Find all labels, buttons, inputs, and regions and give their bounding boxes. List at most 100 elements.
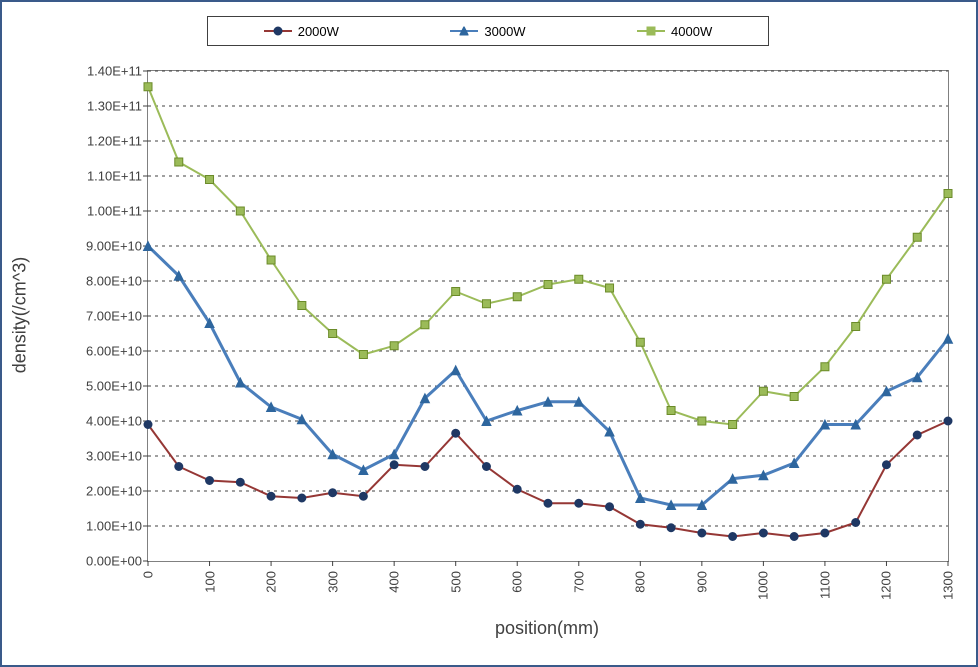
data-marker: [359, 351, 367, 359]
y-tick-label: 8.00E+10: [86, 274, 148, 289]
data-marker: [575, 275, 583, 283]
data-marker: [606, 284, 614, 292]
y-tick-label: 2.00E+10: [86, 484, 148, 499]
data-marker: [206, 477, 214, 485]
data-marker: [267, 492, 275, 500]
data-marker: [729, 533, 737, 541]
x-tick-label: 600: [510, 571, 525, 593]
x-tick-label: 1200: [879, 571, 894, 600]
data-marker: [144, 83, 152, 91]
y-tick-label: 3.00E+10: [86, 449, 148, 464]
data-marker: [359, 492, 367, 500]
y-tick-label: 1.00E+11: [87, 204, 148, 219]
y-tick-label: 7.00E+10: [86, 309, 148, 324]
data-marker: [452, 429, 460, 437]
data-marker: [882, 461, 890, 469]
x-tick-label: 0: [141, 571, 156, 578]
data-marker: [759, 529, 767, 537]
data-marker: [513, 485, 521, 493]
x-tick-label: 100: [202, 571, 217, 593]
data-marker: [759, 387, 767, 395]
y-tick-label: 4.00E+10: [86, 414, 148, 429]
data-marker: [544, 499, 552, 507]
data-marker: [944, 190, 952, 198]
x-axis-title: position(mm): [495, 618, 599, 639]
chart-legend: 2000W 3000W 4000W: [207, 16, 769, 46]
x-tick-label: 700: [571, 571, 586, 593]
data-marker: [821, 529, 829, 537]
data-marker: [421, 463, 429, 471]
y-tick-label: 0.00E+00: [86, 554, 148, 569]
data-marker: [729, 421, 737, 429]
legend-item-2000w: 2000W: [264, 24, 339, 39]
data-marker: [329, 330, 337, 338]
x-tick-label: 400: [387, 571, 402, 593]
data-marker: [175, 158, 183, 166]
data-marker: [667, 524, 675, 532]
data-marker: [667, 407, 675, 415]
data-marker: [267, 256, 275, 264]
data-marker: [390, 342, 398, 350]
data-marker: [606, 503, 614, 511]
data-marker: [298, 494, 306, 502]
data-marker: [913, 431, 921, 439]
triangle-icon: [460, 24, 469, 39]
x-tick-label: 300: [325, 571, 340, 593]
data-marker: [698, 417, 706, 425]
y-tick-label: 1.40E+11: [87, 64, 148, 79]
x-tick-label: 200: [264, 571, 279, 593]
data-marker: [452, 288, 460, 296]
series-line-2000w: [148, 421, 948, 537]
data-marker: [636, 338, 644, 346]
data-marker: [790, 393, 798, 401]
data-marker: [482, 300, 490, 308]
y-tick-label: 5.00E+10: [86, 379, 148, 394]
data-marker: [206, 176, 214, 184]
circle-icon: [273, 24, 282, 39]
x-tick-label: 1000: [756, 571, 771, 600]
data-marker: [544, 281, 552, 289]
data-marker: [421, 321, 429, 329]
y-tick-label: 1.10E+11: [87, 169, 148, 184]
density-vs-position-chart: 2000W3000W4000W 0.00E+001.00E+102.00E+10…: [0, 0, 978, 667]
square-icon: [647, 24, 656, 39]
data-marker: [236, 478, 244, 486]
data-marker: [636, 520, 644, 528]
data-marker: [698, 529, 706, 537]
y-axis-title: density(/cm^3): [10, 257, 31, 373]
data-marker: [175, 463, 183, 471]
x-tick-label: 1300: [941, 571, 956, 600]
legend-label: 2000W: [298, 24, 339, 39]
data-marker: [790, 533, 798, 541]
plot-svg: [148, 71, 948, 561]
data-marker: [298, 302, 306, 310]
data-marker: [821, 363, 829, 371]
data-marker: [575, 499, 583, 507]
legend-label: 3000W: [484, 24, 525, 39]
x-tick-label: 900: [694, 571, 709, 593]
data-marker: [482, 463, 490, 471]
plot-area: 0.00E+001.00E+102.00E+103.00E+104.00E+10…: [147, 70, 949, 562]
data-marker: [944, 334, 953, 343]
data-marker: [913, 233, 921, 241]
y-tick-label: 1.00E+10: [86, 519, 148, 534]
data-marker: [236, 207, 244, 215]
data-marker: [852, 519, 860, 527]
data-marker: [513, 293, 521, 301]
y-tick-label: 6.00E+10: [86, 344, 148, 359]
data-marker: [852, 323, 860, 331]
legend-item-3000w: 3000W: [450, 24, 525, 39]
y-tick-label: 1.30E+11: [87, 99, 148, 114]
x-tick-label: 500: [448, 571, 463, 593]
data-marker: [451, 366, 460, 375]
y-tick-label: 1.20E+11: [87, 134, 148, 149]
x-tick-label: 1100: [817, 571, 832, 599]
legend-item-4000w: 4000W: [637, 24, 712, 39]
x-tick-label: 800: [633, 571, 648, 593]
y-tick-label: 9.00E+10: [86, 239, 148, 254]
data-marker: [390, 461, 398, 469]
data-marker: [329, 489, 337, 497]
legend-label: 4000W: [671, 24, 712, 39]
data-marker: [882, 275, 890, 283]
data-marker: [944, 417, 952, 425]
